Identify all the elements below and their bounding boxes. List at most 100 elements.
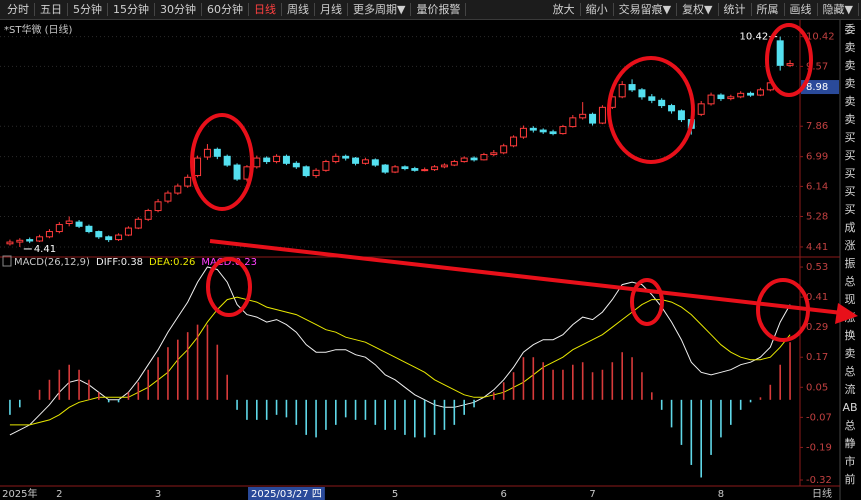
toolbar-button[interactable]: 5分钟 bbox=[68, 3, 108, 16]
period-label: 日线 bbox=[812, 487, 832, 500]
macd-title: MACD(26,12,9) bbox=[14, 257, 90, 268]
toolbar-button[interactable]: 统计 bbox=[719, 3, 752, 16]
sidebar-label: 市 bbox=[845, 454, 856, 468]
sidebar-label: 涨 bbox=[845, 239, 856, 252]
toolbar-button[interactable]: 复权▼ bbox=[677, 3, 719, 16]
candle-body bbox=[411, 168, 419, 171]
candle-body bbox=[124, 227, 132, 236]
candle-body bbox=[26, 239, 34, 242]
chart-title: *ST华微 (日线) bbox=[4, 23, 73, 36]
candle-body bbox=[75, 221, 83, 227]
toolbar-button[interactable]: 30分钟 bbox=[155, 3, 202, 16]
toolbar-button[interactable]: 月线 bbox=[315, 3, 348, 16]
sidebar-label: 流 bbox=[845, 382, 856, 396]
y-tick-label: 0.41 bbox=[806, 292, 828, 303]
candle-body bbox=[697, 103, 705, 115]
candle-body bbox=[233, 164, 241, 180]
candle-body bbox=[559, 126, 567, 135]
candle-body bbox=[194, 157, 202, 177]
candle-body bbox=[460, 157, 468, 163]
candle-body bbox=[480, 154, 488, 161]
legend-label: DIFF:0.38 bbox=[96, 257, 143, 268]
candle-body bbox=[638, 89, 646, 98]
help-icon[interactable] bbox=[2, 255, 12, 267]
candle-body bbox=[628, 84, 636, 91]
candle-body bbox=[203, 148, 211, 158]
x-tick-label: 8 bbox=[718, 489, 724, 500]
candle-body bbox=[539, 129, 547, 133]
candle-body bbox=[361, 159, 369, 164]
toolbar-button[interactable]: 分时 bbox=[2, 3, 35, 16]
candle-body bbox=[184, 176, 192, 187]
candle-body bbox=[105, 236, 113, 241]
y-tick-label: 9.57 bbox=[806, 61, 828, 72]
toolbar-button[interactable]: 周线 bbox=[282, 3, 315, 16]
x-tick-label: 2 bbox=[56, 489, 62, 500]
y-tick-label: 7.86 bbox=[806, 121, 828, 132]
candle-body bbox=[213, 148, 221, 157]
toolbar-button[interactable]: 量价报警 bbox=[411, 3, 467, 16]
x-tick-label: 5 bbox=[392, 489, 398, 500]
candle-body bbox=[292, 162, 300, 168]
x-tick-label: 2025/03/27 四 bbox=[251, 489, 322, 500]
toolbar-button[interactable]: 画线 bbox=[785, 3, 818, 16]
sidebar-label: 买 bbox=[845, 203, 856, 216]
candle-body bbox=[273, 155, 281, 163]
candle-body bbox=[776, 40, 784, 66]
high-label: 10.42 bbox=[740, 32, 769, 43]
last-price-box bbox=[801, 80, 839, 95]
toolbar: 分时 五日 5分钟 15分钟 30分钟 60分钟 日线 周线 月线 更多周期▼ 量价报警 放大 缩小交… bbox=[0, 0, 861, 20]
candle-body bbox=[253, 157, 261, 168]
candle-body bbox=[381, 164, 389, 173]
candle-body bbox=[421, 169, 429, 172]
candle-body bbox=[322, 161, 330, 171]
toolbar-button[interactable]: 隐藏▼ bbox=[818, 3, 859, 16]
toolbar-right: 放大 缩小 交易留痕▼ 复权▼ 统计 所属 画线 隐藏▼ bbox=[548, 0, 859, 19]
legend-label: MACD:0.23 bbox=[201, 257, 257, 268]
y-tick-label: -0.32 bbox=[806, 475, 832, 486]
sidebar-label: 总 bbox=[845, 418, 856, 432]
candle-body bbox=[737, 92, 745, 98]
toolbar-button[interactable]: 60分钟 bbox=[202, 3, 249, 16]
toolbar-button[interactable]: 放大 bbox=[548, 3, 581, 16]
candle-body bbox=[727, 96, 735, 100]
sidebar-label: 卖 bbox=[845, 77, 856, 90]
toolbar-button[interactable]: 更多周期▼ bbox=[348, 3, 412, 16]
y-tick-label: 0.29 bbox=[806, 322, 828, 333]
sidebar-label: 现 bbox=[845, 293, 856, 306]
toolbar-button[interactable]: 缩小 bbox=[581, 3, 614, 16]
candle-body bbox=[312, 169, 320, 177]
toolbar-button[interactable]: 15分钟 bbox=[108, 3, 155, 16]
candle-body bbox=[579, 113, 587, 119]
candle-body bbox=[569, 117, 577, 128]
candle-body bbox=[302, 166, 310, 177]
toolbar-button[interactable]: 五日 bbox=[35, 3, 68, 16]
sidebar-label: 静 bbox=[845, 436, 856, 450]
candle-body bbox=[332, 155, 340, 163]
candle-body bbox=[174, 185, 182, 194]
highlight-circle bbox=[765, 23, 813, 97]
candle-body bbox=[707, 94, 715, 105]
candle-body bbox=[618, 84, 626, 98]
highlight-circle bbox=[607, 56, 695, 164]
candle-body bbox=[164, 192, 172, 202]
candle-body bbox=[677, 110, 685, 121]
candle-body bbox=[16, 239, 24, 243]
toolbar-left: 分时 五日 5分钟 15分钟 30分钟 60分钟 日线 周线 月线 更多周期▼ 量价报警 bbox=[2, 0, 467, 19]
sidebar-label: 卖 bbox=[845, 347, 856, 360]
sidebar-label: 委 bbox=[845, 23, 856, 36]
sidebar-label: 总 bbox=[845, 274, 856, 288]
highlight-circle bbox=[630, 278, 664, 326]
candle-body bbox=[500, 145, 508, 154]
y-tick-label: 10.42 bbox=[806, 32, 835, 43]
candle-body bbox=[144, 210, 152, 220]
candle-body bbox=[371, 159, 379, 166]
toolbar-button[interactable]: 日线 bbox=[249, 3, 282, 16]
trend-arrow bbox=[209, 239, 843, 315]
toolbar-button[interactable]: 交易留痕▼ bbox=[614, 3, 678, 16]
candle-body bbox=[668, 105, 676, 112]
sidebar-label: 买 bbox=[845, 167, 856, 180]
toolbar-button[interactable]: 所属 bbox=[752, 3, 785, 16]
sidebar-label: 卖 bbox=[845, 59, 856, 72]
candle-body bbox=[786, 63, 794, 66]
